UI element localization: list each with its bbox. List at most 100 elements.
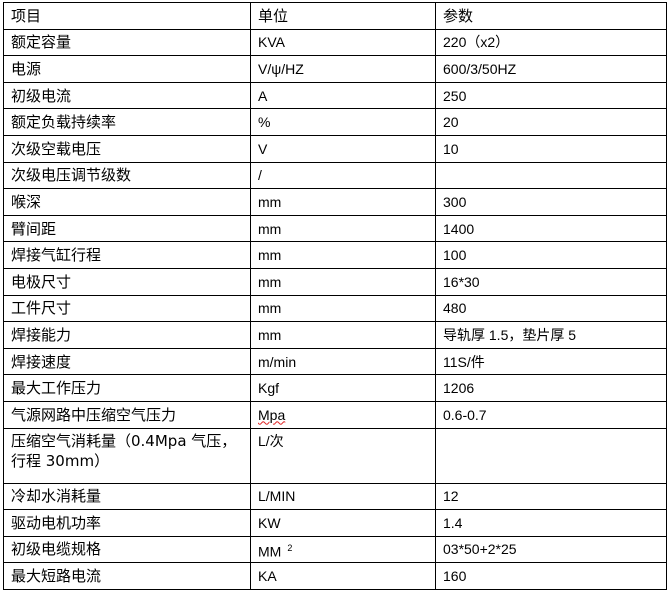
item-cell-text: 次级空载电压 <box>11 139 102 158</box>
item-cell: 最大工作压力 <box>3 374 251 402</box>
table-row: 焊接气缸行程 mm 100 <box>3 241 667 269</box>
table-row: 最大短路电流 KA 160 <box>3 562 667 590</box>
table-row: 额定负载持续率% 20 <box>3 108 667 136</box>
item-cell: 次级电压调节级数 <box>3 161 251 190</box>
table-row: 焊接能力 mm 导轨厚 1.5，垫片厚 5 <box>3 321 667 349</box>
unit-cell: L/MIN <box>250 482 436 511</box>
item-cell: 臂间距 <box>3 214 251 243</box>
unit-cell: mm <box>250 214 436 243</box>
param-cell-text: 250 <box>443 87 467 104</box>
unit-cell-text: KW <box>258 514 281 531</box>
item-cell-text: 压缩空气消耗量（0.4Mpa 气压，行程 30mm） <box>11 431 237 470</box>
unit-cell: mm <box>250 241 436 269</box>
item-cell: 电极尺寸 <box>3 267 251 296</box>
param-cell: 220（x2） <box>435 28 667 57</box>
unit-cell-text: mm <box>258 220 282 237</box>
param-cell-text: 03*50+2*25 <box>443 541 517 558</box>
unit-cell-text: mm <box>258 273 282 290</box>
param-cell-text: 300 <box>443 193 467 210</box>
header-param: 参数 <box>435 2 667 30</box>
param-cell: 480 <box>435 294 667 323</box>
item-cell: 初级电流 <box>3 81 251 110</box>
item-cell-text: 电极尺寸 <box>11 272 72 291</box>
unit-cell-text: % <box>258 114 271 131</box>
param-cell-text: 480 <box>443 300 467 317</box>
item-cell: 焊接气缸行程 <box>3 241 251 269</box>
item-cell: 焊接能力 <box>3 321 251 349</box>
table-row: 电极尺寸 mm 16*30 <box>3 267 667 296</box>
item-cell-text: 最大工作压力 <box>11 379 102 398</box>
unit-cell: A <box>250 81 436 110</box>
item-cell: 气源网路中压缩空气压力 <box>3 400 251 429</box>
unit-cell-text: mm <box>258 247 282 264</box>
param-cell: 20 <box>435 108 667 136</box>
header-row: 项目 单位 参数 <box>3 2 667 30</box>
unit-cell-text: / <box>258 167 262 184</box>
unit-cell: L/次 <box>250 427 436 484</box>
table-row: 焊接速度 m/min 11S/件 <box>3 347 667 376</box>
param-cell: 0.6-0.7 <box>435 400 667 429</box>
item-cell: 额定负载持续率 <box>3 108 251 136</box>
unit-cell-text: KA <box>258 568 277 585</box>
item-cell: 驱动电机功率 <box>3 509 251 537</box>
item-cell-text: 额定容量 <box>11 33 72 52</box>
unit-cell-text: L/MIN <box>258 488 296 505</box>
param-cell-text: 11S/件 <box>443 353 485 370</box>
param-cell-text: 1206 <box>443 380 475 397</box>
item-cell: 电源 <box>3 55 251 83</box>
item-cell: 工件尺寸 <box>3 294 251 323</box>
item-cell: 压缩空气消耗量（0.4Mpa 气压，行程 30mm） <box>3 427 251 484</box>
param-cell: 1206 <box>435 374 667 402</box>
param-cell-text: 20 <box>443 114 459 131</box>
unit-cell-text: m/min <box>258 353 297 370</box>
param-cell: 250 <box>435 81 667 110</box>
table-row: 最大工作压力 Kgf 1206 <box>3 374 667 402</box>
unit-cell-text: V <box>258 140 268 157</box>
unit-cell: V/ψ/HZ <box>250 55 436 83</box>
table-row: 驱动电机功率 KW 1.4 <box>3 509 667 537</box>
item-cell-text: 驱动电机功率 <box>11 513 102 532</box>
item-cell-text: 额定负载持续率 <box>11 113 117 132</box>
param-cell: 10 <box>435 134 667 163</box>
param-cell-text: 1.4 <box>443 514 463 531</box>
param-cell: 1.4 <box>435 509 667 537</box>
header-item: 项目 <box>3 2 251 30</box>
item-cell-text: 最大短路电流 <box>11 567 102 586</box>
param-cell: 03*50+2*25 <box>435 535 667 564</box>
unit-cell: mm <box>250 188 436 216</box>
param-cell: 11S/件 <box>435 347 667 376</box>
param-cell <box>435 161 667 190</box>
param-cell: 100 <box>435 241 667 269</box>
unit-cell: MM 2 <box>250 535 436 564</box>
item-cell-text: 工件尺寸 <box>11 299 72 318</box>
item-cell-text: 初级电流 <box>11 86 72 105</box>
table-row: 电源 V/ψ/HZ 600/3/50HZ <box>3 55 667 83</box>
param-cell-text: 160 <box>443 568 467 585</box>
unit-cell: mm <box>250 267 436 296</box>
item-cell-text: 臂间距 <box>11 219 57 238</box>
unit-cell-text: MM <box>258 543 282 560</box>
param-cell: 12 <box>435 482 667 511</box>
table-row: 臂间距 mm 1400 <box>3 214 667 243</box>
table-row: 次级空载电压 V 10 <box>3 134 667 163</box>
table-row: 初级电缆规格 MM 2 03*50+2*25 <box>3 535 667 564</box>
item-cell: 次级空载电压 <box>3 134 251 163</box>
param-cell-text: 100 <box>443 247 467 264</box>
param-cell: 导轨厚 1.5，垫片厚 5 <box>435 321 667 349</box>
item-cell-text: 初级电缆规格 <box>11 540 102 559</box>
unit-cell: KVA <box>250 28 436 57</box>
item-cell: 焊接速度 <box>3 347 251 376</box>
unit-cell: m/min <box>250 347 436 376</box>
table-row: 喉深 mm 300 <box>3 188 667 216</box>
header-unit: 单位 <box>250 2 436 30</box>
unit-cell: V <box>250 134 436 163</box>
unit-cell: Mpa <box>250 400 436 429</box>
param-cell-text: 12 <box>443 488 459 505</box>
item-cell-text: 冷却水消耗量 <box>11 487 102 506</box>
item-cell-text: 焊接能力 <box>11 325 72 344</box>
unit-cell-text: mm <box>258 326 282 343</box>
unit-cell-text: KVA <box>258 34 285 51</box>
param-cell: 600/3/50HZ <box>435 55 667 83</box>
param-cell <box>435 427 667 484</box>
unit-cell-text: L/次 <box>258 432 284 449</box>
